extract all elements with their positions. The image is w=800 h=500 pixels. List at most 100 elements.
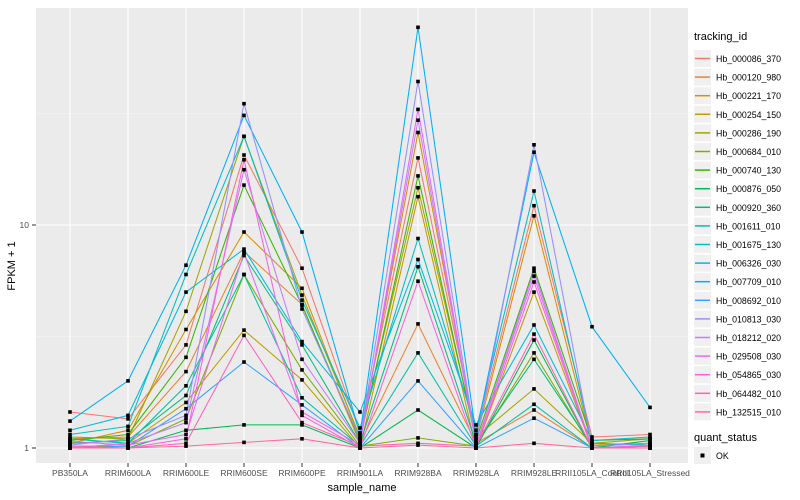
data-point: [532, 203, 536, 208]
data-point: [532, 189, 536, 193]
data-point: [648, 432, 652, 437]
data-point: [532, 441, 536, 446]
data-point: [242, 247, 246, 251]
legend-item-label: Hb_000740_130: [716, 166, 781, 176]
data-point: [358, 437, 362, 441]
data-point: [416, 408, 420, 412]
data-point: [532, 269, 536, 274]
data-point: [532, 323, 536, 327]
data-point: [416, 351, 420, 355]
data-point: [532, 416, 536, 420]
data-point: [126, 413, 130, 418]
data-point: [126, 424, 130, 429]
x-tick-label: RRIM901LA: [337, 468, 384, 478]
data-point: [532, 274, 536, 278]
data-point: [184, 428, 188, 433]
data-point: [590, 444, 594, 448]
data-point: [184, 309, 188, 314]
data-point: [300, 303, 304, 307]
data-point: [300, 410, 304, 414]
legend-item-label: Hb_006326_030: [716, 259, 781, 269]
data-point: [532, 150, 536, 154]
data-point: [358, 410, 362, 414]
legend-item-label: Hb_029508_030: [716, 352, 781, 362]
data-point: [242, 230, 246, 234]
data-point: [300, 403, 304, 407]
data-point: [416, 257, 420, 262]
data-point: [184, 444, 188, 448]
data-point: [242, 183, 246, 187]
data-point: [68, 446, 72, 450]
data-point: [242, 251, 246, 255]
data-point: [358, 444, 362, 448]
data-point: [68, 410, 72, 414]
legend-item-label: Hb_000221_170: [716, 91, 781, 101]
data-point: [68, 439, 72, 444]
data-point: [126, 428, 130, 433]
data-point: [532, 351, 536, 355]
data-point: [300, 343, 304, 347]
data-point: [358, 426, 362, 430]
data-point: [300, 357, 304, 362]
data-point: [416, 322, 420, 326]
data-point: [532, 387, 536, 391]
legend-item-label: Hb_000120_980: [716, 73, 781, 83]
data-point: [242, 253, 246, 258]
data-point: [590, 441, 594, 446]
quant-ok-point-icon: [700, 453, 705, 458]
data-point: [474, 438, 478, 443]
data-point: [184, 355, 188, 360]
data-point: [126, 443, 130, 447]
data-point: [590, 435, 594, 439]
legend-item-label: Hb_000286_190: [716, 128, 781, 138]
x-tick-label: RRIM928LE: [511, 468, 558, 478]
data-point: [242, 333, 246, 338]
data-point: [300, 286, 304, 291]
legend-item-label: Hb_000684_010: [716, 147, 781, 157]
data-point: [474, 446, 478, 450]
data-point: [184, 369, 188, 374]
data-point: [416, 156, 420, 160]
data-point: [184, 441, 188, 446]
data-point: [126, 379, 130, 383]
data-point: [474, 435, 478, 439]
data-point: [590, 446, 594, 450]
data-point: [416, 264, 420, 269]
quant-legend-title: quant_status: [694, 432, 757, 444]
data-point: [300, 368, 304, 372]
data-point: [242, 328, 246, 332]
data-point: [532, 280, 536, 284]
data-point: [416, 25, 420, 30]
data-point: [300, 230, 304, 234]
data-point: [416, 107, 420, 112]
legend-item-label: Hb_001611_010: [716, 221, 781, 231]
data-point: [300, 420, 304, 425]
data-point: [184, 406, 188, 411]
data-point: [416, 79, 420, 84]
data-point: [590, 324, 594, 329]
data-point: [474, 432, 478, 437]
x-tick-label: RRIM600PE: [278, 468, 326, 478]
data-point: [68, 432, 72, 437]
legend-item-label: Hb_132515_010: [716, 407, 781, 417]
legend-item-label: Hb_000920_360: [716, 203, 781, 213]
data-point: [590, 438, 594, 443]
data-point: [648, 438, 652, 443]
data-point: [300, 396, 304, 400]
data-point: [300, 378, 304, 382]
data-point: [648, 405, 652, 410]
x-tick-label: RRII105LA_Control: [555, 468, 629, 478]
data-point: [184, 393, 188, 398]
data-point: [474, 423, 478, 427]
plot-panel: [36, 8, 688, 463]
y-tick-label: 10: [20, 220, 30, 230]
data-point: [648, 435, 652, 439]
legend-item-label: Hb_008692_010: [716, 296, 781, 306]
data-point: [184, 263, 188, 267]
data-point: [126, 432, 130, 437]
data-point: [416, 118, 420, 122]
data-point: [184, 417, 188, 421]
legend-item-label: Hb_000086_370: [716, 54, 781, 64]
data-point: [416, 236, 420, 241]
